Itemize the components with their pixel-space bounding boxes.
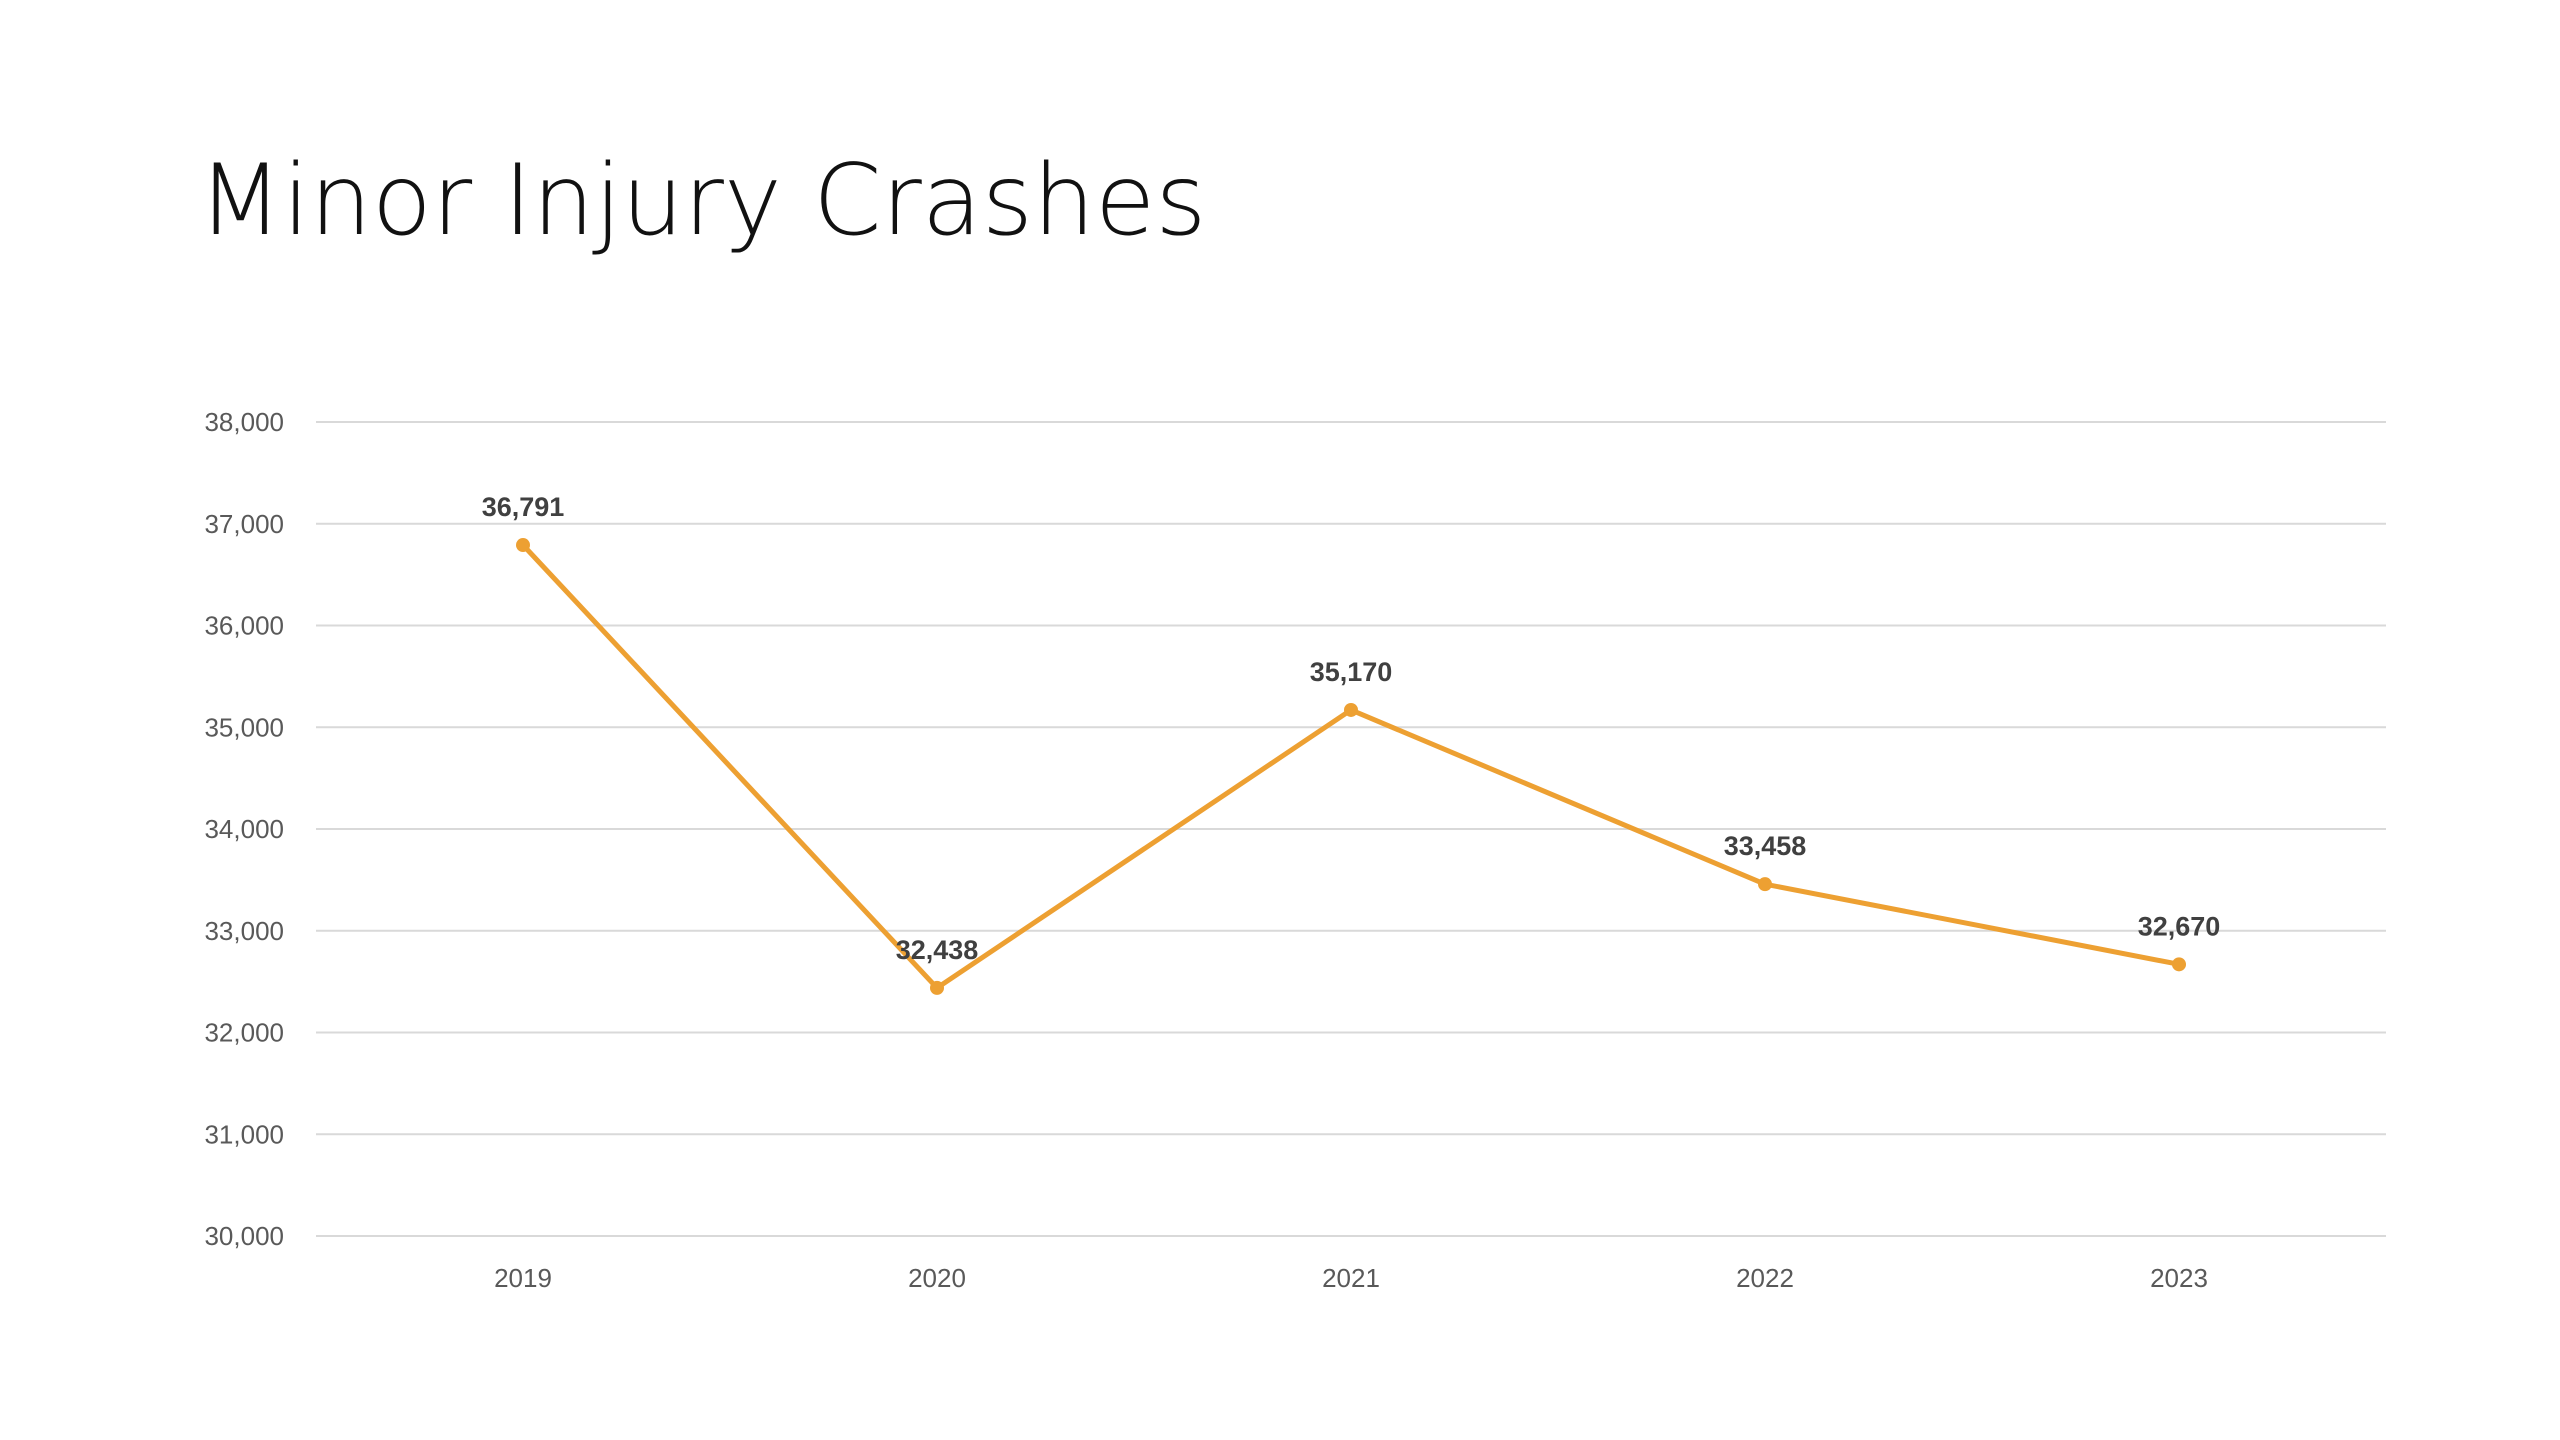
y-tick-label: 30,000: [204, 1221, 284, 1251]
data-label: 32,670: [2138, 911, 2221, 941]
data-point: [2172, 957, 2186, 972]
y-tick-label: 36,000: [204, 611, 284, 641]
data-point: [930, 980, 944, 995]
data-label: 32,438: [896, 935, 979, 965]
gridlines: [316, 421, 2386, 1237]
x-axis-tick-labels: 2019 2020 2021 2022 2023: [494, 1263, 2208, 1293]
y-tick-label: 37,000: [204, 509, 284, 539]
x-tick-label: 2021: [1322, 1263, 1380, 1293]
data-label: 33,458: [1724, 831, 1807, 861]
data-point: [1344, 702, 1358, 717]
x-tick-label: 2022: [1736, 1263, 1794, 1293]
y-tick-label: 35,000: [204, 712, 284, 742]
y-tick-label: 31,000: [204, 1119, 284, 1149]
data-point: [516, 538, 530, 553]
data-label: 36,791: [482, 492, 565, 522]
series-group: [516, 538, 2186, 995]
data-point: [1758, 877, 1772, 892]
y-axis-tick-labels: 30,000 31,000 32,000 33,000 34,000 35,000 36,0…: [204, 407, 284, 1251]
y-tick-label: 32,000: [204, 1018, 284, 1048]
x-tick-label: 2019: [494, 1263, 552, 1293]
series-line: [520, 542, 2182, 991]
y-tick-label: 34,000: [204, 814, 284, 844]
y-tick-label: 33,000: [204, 916, 284, 946]
x-tick-label: 2023: [2150, 1263, 2208, 1293]
data-labels: 36,791 32,438 35,170 33,458 32,670: [482, 492, 2221, 965]
x-tick-label: 2020: [908, 1263, 966, 1293]
slide-title: Minor Injury Crashes: [198, 144, 1207, 258]
y-tick-label: 38,000: [204, 407, 284, 437]
data-label: 35,170: [1310, 657, 1393, 687]
